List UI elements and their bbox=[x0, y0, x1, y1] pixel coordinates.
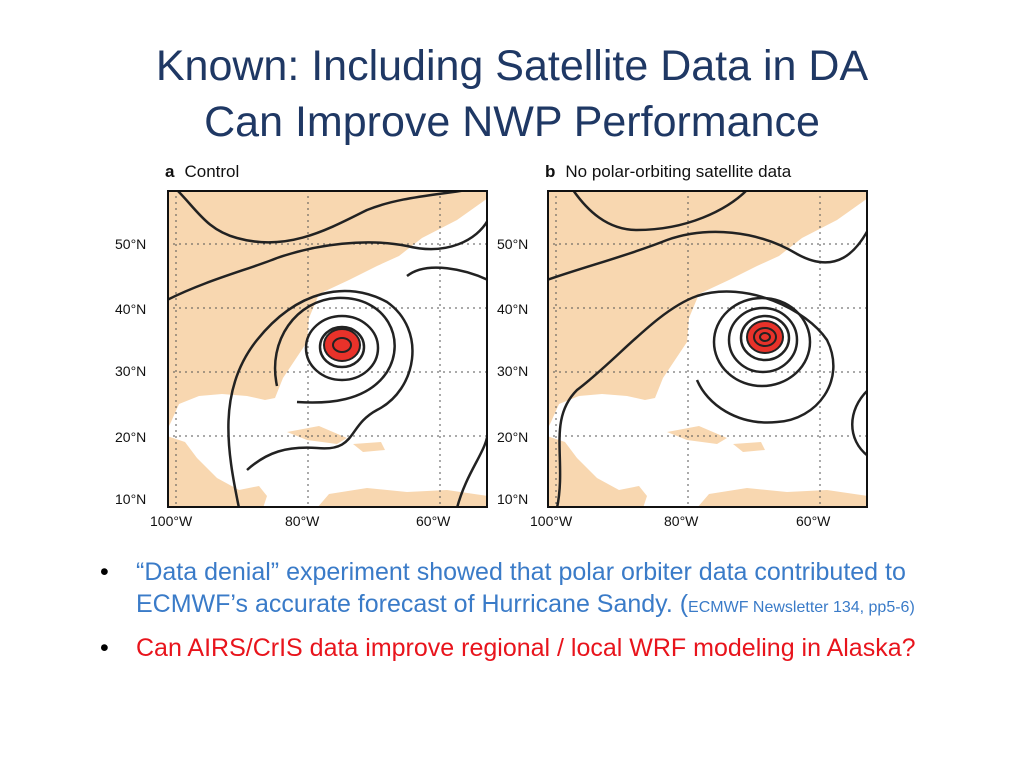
cuba-land bbox=[667, 426, 727, 444]
panel-b-lat-30: 30°N bbox=[497, 363, 529, 379]
bullet-1-reference: ECMWF Newsletter 134, pp5-6) bbox=[688, 599, 915, 616]
bullet-airs-cris: • Can AIRS/CrIS data improve regional / … bbox=[100, 632, 990, 664]
bullet-list: • “Data denial” experiment showed that p… bbox=[100, 556, 990, 672]
central-america-land bbox=[547, 436, 647, 508]
bullet-dot: • bbox=[100, 558, 109, 586]
panel-b-lon-60: 60°W bbox=[796, 513, 831, 529]
panel-b-map bbox=[547, 190, 868, 508]
cuba-land bbox=[287, 426, 347, 444]
isobars bbox=[547, 190, 868, 508]
title-line-2: Can Improve NWP Performance bbox=[204, 98, 820, 146]
panel-a-lat-10: 10°N bbox=[115, 491, 147, 507]
south-america-land bbox=[317, 488, 488, 508]
panel-a-lat-20: 20°N bbox=[115, 429, 147, 445]
panel-a-lat-50: 50°N bbox=[115, 236, 147, 252]
bullet-data-denial: • “Data denial” experiment showed that p… bbox=[100, 556, 990, 624]
panel-a-lat-40: 40°N bbox=[115, 301, 147, 317]
panel-a-lon-60: 60°W bbox=[416, 513, 451, 529]
panel-a-lat-30: 30°N bbox=[115, 363, 147, 379]
panel-b-label: b No polar-orbiting satellite data bbox=[545, 162, 791, 182]
north-america-land bbox=[167, 190, 488, 430]
panel-b-caption: No polar-orbiting satellite data bbox=[565, 162, 792, 181]
isobars bbox=[167, 190, 488, 508]
panel-a-lon-80: 80°W bbox=[285, 513, 320, 529]
panel-a-label: a Control bbox=[165, 162, 239, 182]
hispaniola-land bbox=[733, 442, 765, 452]
map-frame bbox=[547, 190, 868, 508]
panel-a-map bbox=[167, 190, 488, 508]
panel-b-lat-10: 10°N bbox=[497, 491, 529, 507]
storm-center bbox=[323, 328, 361, 362]
north-america-land bbox=[547, 190, 868, 430]
panel-b-letter: b bbox=[545, 162, 556, 181]
south-america-land bbox=[697, 488, 868, 508]
graticule bbox=[547, 190, 868, 508]
bullet-dot: • bbox=[100, 634, 109, 662]
panel-b-lat-20: 20°N bbox=[497, 429, 529, 445]
title-line-1: Known: Including Satellite Data in DA bbox=[155, 42, 869, 90]
panel-a-letter: a bbox=[165, 162, 175, 181]
panel-b-lat-40: 40°N bbox=[497, 301, 529, 317]
bullet-1-text: “Data denial” experiment showed that pol… bbox=[136, 558, 906, 618]
graticule bbox=[167, 190, 488, 508]
panel-b-lon-80: 80°W bbox=[664, 513, 699, 529]
panel-b-lat-50: 50°N bbox=[497, 236, 529, 252]
map-figure: a Control b No polar-orbiting satellite da… bbox=[0, 155, 1024, 540]
slide-title: Known: Including Satellite Data in DA Ca… bbox=[40, 38, 984, 150]
central-america-land bbox=[167, 436, 267, 508]
map-frame bbox=[167, 190, 488, 508]
bullet-2-text: Can AIRS/CrIS data improve regional / lo… bbox=[136, 634, 916, 662]
storm-center bbox=[746, 320, 784, 354]
hispaniola-land bbox=[353, 442, 385, 452]
panel-a-lon-100: 100°W bbox=[150, 513, 193, 529]
panel-a-caption: Control bbox=[184, 162, 240, 181]
panel-b-lon-100: 100°W bbox=[530, 513, 573, 529]
